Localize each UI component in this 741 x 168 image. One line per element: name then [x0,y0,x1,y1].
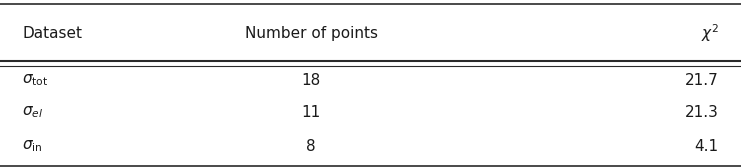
Text: 18: 18 [302,73,321,88]
Text: 21.7: 21.7 [685,73,719,88]
Text: 21.3: 21.3 [685,105,719,120]
Text: $\sigma_{\rm tot}$: $\sigma_{\rm tot}$ [22,73,49,89]
Text: Dataset: Dataset [22,26,82,41]
Text: 4.1: 4.1 [694,139,719,154]
Text: Number of points: Number of points [245,26,378,41]
Text: $\sigma_{\rm in}$: $\sigma_{\rm in}$ [22,138,43,154]
Text: 8: 8 [307,139,316,154]
Text: 11: 11 [302,105,321,120]
Text: $\sigma_{el}$: $\sigma_{el}$ [22,105,44,120]
Text: $\chi^2$: $\chi^2$ [701,23,719,45]
